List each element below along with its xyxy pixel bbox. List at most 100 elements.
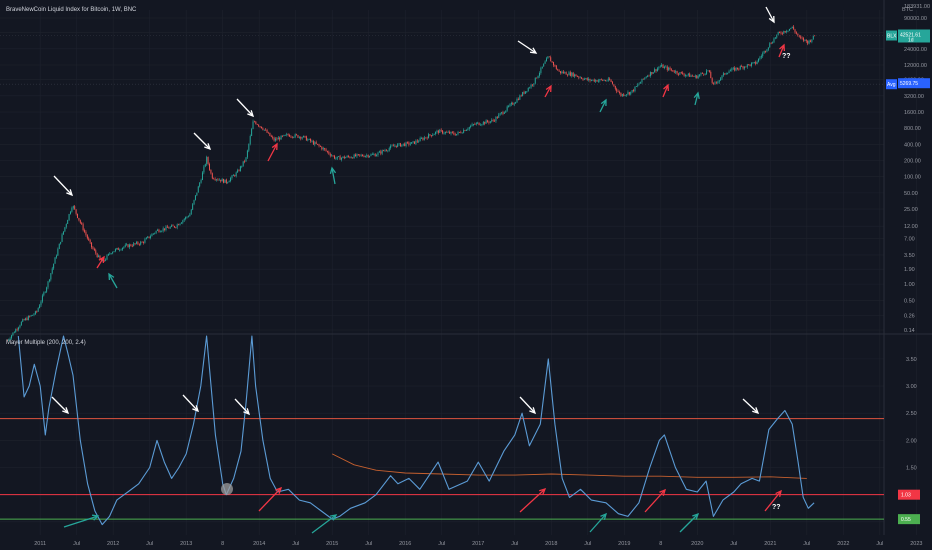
arrow-green-bottom bbox=[329, 166, 337, 174]
candle-body bbox=[239, 166, 241, 171]
candle-body bbox=[569, 72, 571, 76]
candle-body bbox=[339, 156, 341, 160]
candle-body bbox=[759, 57, 761, 59]
arrow-green-bottom bbox=[311, 514, 337, 534]
candle-body bbox=[192, 204, 194, 210]
candle-body bbox=[98, 255, 100, 258]
candle-body bbox=[148, 236, 150, 238]
candle-body bbox=[722, 73, 724, 76]
candle-body bbox=[776, 34, 778, 38]
candle-body bbox=[266, 130, 268, 133]
candle-body bbox=[756, 61, 758, 64]
candle-body bbox=[157, 229, 159, 231]
candle-body bbox=[609, 78, 611, 81]
candle-body bbox=[597, 80, 599, 82]
candle-body bbox=[383, 150, 385, 152]
candle-body bbox=[793, 26, 795, 30]
candle-body bbox=[69, 211, 71, 214]
price-tick-label: 800.00 bbox=[904, 126, 921, 132]
candle-body bbox=[355, 154, 357, 157]
candle-body bbox=[50, 273, 52, 280]
candle-body bbox=[172, 225, 174, 227]
candle-body bbox=[544, 61, 546, 64]
candle-body bbox=[760, 56, 762, 58]
candle-body bbox=[439, 129, 441, 133]
candle-body bbox=[224, 179, 226, 183]
candle-body bbox=[481, 124, 483, 126]
candle-body bbox=[350, 157, 352, 159]
candle-body bbox=[133, 243, 135, 246]
candle-body bbox=[543, 63, 545, 67]
candle-body bbox=[630, 91, 632, 95]
candle-body bbox=[610, 80, 612, 82]
candle-body bbox=[770, 43, 772, 45]
candle-body bbox=[484, 121, 486, 124]
candle-body bbox=[55, 255, 57, 258]
candle-body bbox=[332, 155, 334, 157]
candle-body bbox=[186, 216, 188, 218]
candle-body bbox=[517, 98, 519, 100]
candle-body bbox=[311, 141, 313, 142]
candle-body bbox=[211, 173, 213, 179]
candle-body bbox=[675, 71, 677, 73]
candle-body bbox=[353, 154, 355, 159]
candle-body bbox=[663, 66, 665, 69]
price-tick-label: 50.00 bbox=[904, 191, 918, 197]
candle-body bbox=[791, 26, 793, 29]
candle-body bbox=[797, 33, 799, 36]
candle-body bbox=[314, 142, 316, 145]
candle-body bbox=[121, 247, 123, 250]
candle-body bbox=[161, 230, 163, 232]
candle-body bbox=[60, 241, 62, 244]
candle-body bbox=[464, 130, 466, 131]
candle-body bbox=[773, 38, 775, 43]
candle-body bbox=[593, 79, 595, 82]
candle-body bbox=[39, 305, 41, 309]
candle-body bbox=[279, 137, 281, 140]
candle-body bbox=[545, 58, 547, 62]
arrow-white-top bbox=[51, 396, 69, 414]
candle-body bbox=[492, 119, 494, 121]
candle-body bbox=[707, 70, 709, 72]
candle-body bbox=[488, 121, 490, 123]
candle-body bbox=[315, 142, 317, 144]
candle-body bbox=[9, 338, 11, 340]
candle-body bbox=[648, 75, 650, 77]
mayer-pane bbox=[0, 335, 884, 526]
candle-body bbox=[348, 156, 350, 157]
candle-body bbox=[112, 252, 114, 254]
candle-body bbox=[457, 132, 459, 135]
arrow-red-down bbox=[275, 486, 283, 494]
candle-body bbox=[255, 121, 257, 125]
candle-body bbox=[783, 31, 785, 34]
candle-body bbox=[654, 69, 656, 73]
candle-body bbox=[397, 144, 399, 147]
candle-body bbox=[147, 236, 149, 238]
candle-body bbox=[614, 85, 616, 89]
candle-body bbox=[474, 124, 476, 126]
candle-body bbox=[673, 71, 675, 73]
candle-body bbox=[37, 308, 39, 312]
candle-body bbox=[617, 91, 619, 93]
candle-body bbox=[360, 155, 362, 156]
candle-body bbox=[550, 57, 552, 62]
candle-body bbox=[280, 135, 282, 140]
candle-body bbox=[558, 70, 560, 72]
candle-body bbox=[704, 73, 706, 75]
candle-body bbox=[547, 56, 549, 59]
candle-body bbox=[373, 154, 375, 155]
candle-body bbox=[169, 226, 171, 229]
candle-body bbox=[179, 223, 181, 225]
candle-body bbox=[440, 129, 442, 131]
candle-body bbox=[217, 179, 219, 181]
candle-body bbox=[193, 199, 195, 205]
price-tag-sub: 1d bbox=[908, 37, 914, 43]
candle-body bbox=[183, 218, 185, 221]
candle-body bbox=[727, 73, 729, 74]
candle-body bbox=[20, 321, 22, 326]
candle-body bbox=[565, 72, 567, 75]
candle-body bbox=[384, 150, 386, 152]
time-tick-label: 2014 bbox=[253, 541, 265, 547]
candle-body bbox=[162, 228, 164, 231]
candle-body bbox=[700, 73, 702, 75]
